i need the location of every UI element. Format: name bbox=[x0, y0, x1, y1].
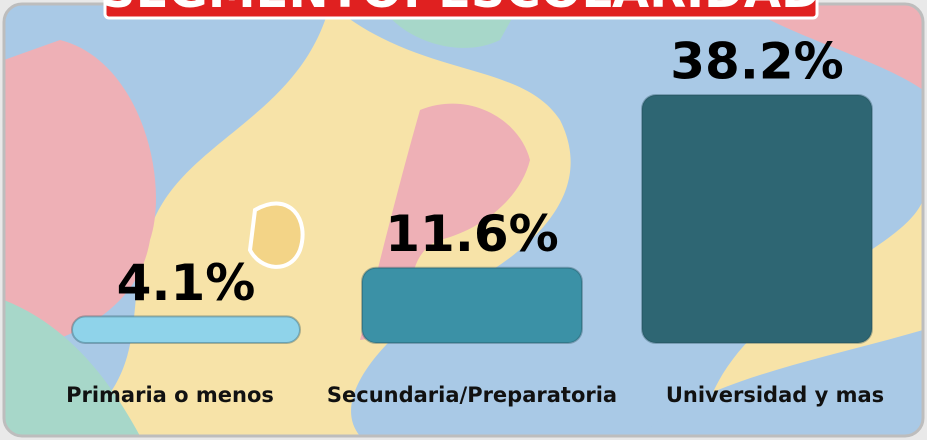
x-tick-label: Primaria o menos bbox=[66, 383, 274, 407]
chart-title: SEGMENTO: ESCOLARIDAD bbox=[101, 0, 821, 19]
x-tick-label: Secundaria/Preparatoria bbox=[327, 383, 617, 407]
value-label: 4.1% bbox=[117, 254, 256, 312]
bar bbox=[71, 315, 301, 345]
value-label: 38.2% bbox=[670, 33, 843, 91]
value-label: 11.6% bbox=[385, 205, 558, 263]
bar bbox=[361, 266, 583, 344]
x-tick-label: Universidad y mas bbox=[666, 383, 884, 407]
title-box bbox=[103, 0, 819, 20]
bar bbox=[641, 94, 873, 344]
